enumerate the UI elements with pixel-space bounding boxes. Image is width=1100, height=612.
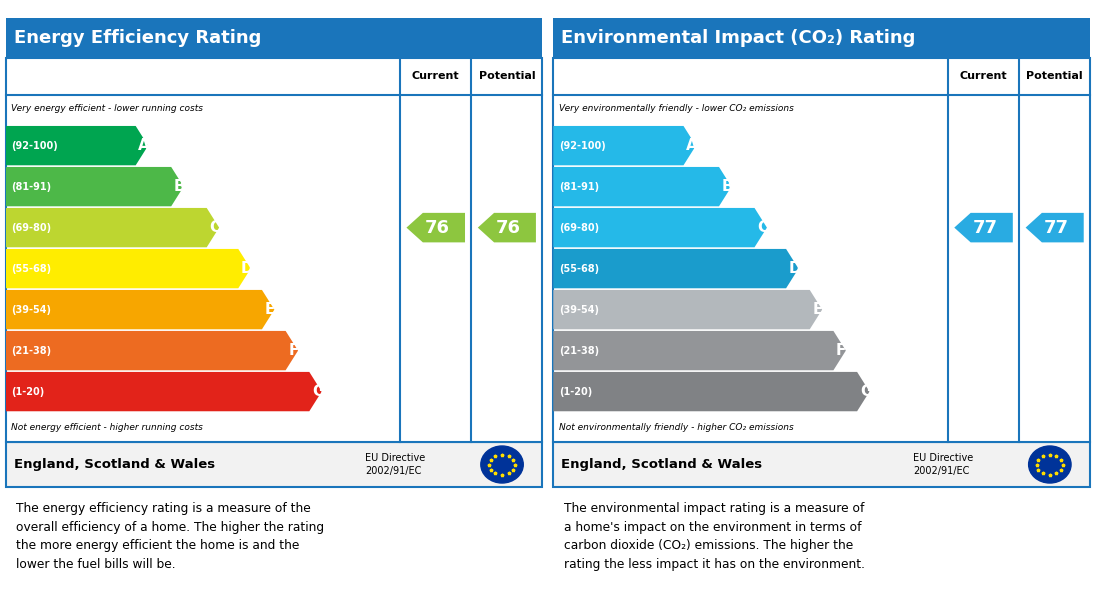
Text: (1-20): (1-20) (11, 387, 44, 397)
Text: 76: 76 (425, 218, 450, 237)
Text: Energy Efficiency Rating: Energy Efficiency Rating (13, 29, 261, 47)
Text: (55-68): (55-68) (559, 264, 598, 274)
Text: England, Scotland & Wales: England, Scotland & Wales (13, 458, 214, 471)
Polygon shape (553, 167, 732, 206)
Text: 76: 76 (496, 218, 521, 237)
Polygon shape (553, 372, 869, 411)
Text: A: A (139, 138, 150, 153)
Text: Very energy efficient - lower running costs: Very energy efficient - lower running co… (11, 104, 202, 113)
Text: EU Directive
2002/91/EC: EU Directive 2002/91/EC (913, 453, 974, 476)
Polygon shape (6, 331, 298, 370)
Text: Potential: Potential (478, 72, 536, 81)
Text: Environmental Impact (CO₂) Rating: Environmental Impact (CO₂) Rating (561, 29, 915, 47)
Text: D: D (241, 261, 254, 276)
Text: 77: 77 (972, 218, 998, 237)
Text: F: F (836, 343, 847, 358)
Text: The energy efficiency rating is a measure of the
overall efficiency of a home. T: The energy efficiency rating is a measur… (16, 502, 324, 571)
Polygon shape (6, 249, 251, 288)
Bar (553, 58, 1090, 442)
Text: C: C (209, 220, 220, 235)
Text: Very environmentally friendly - lower CO₂ emissions: Very environmentally friendly - lower CO… (559, 104, 793, 113)
Text: Not energy efficient - higher running costs: Not energy efficient - higher running co… (11, 423, 202, 432)
Polygon shape (553, 331, 846, 370)
Text: Current: Current (411, 72, 460, 81)
Polygon shape (553, 126, 696, 165)
Text: (1-20): (1-20) (559, 387, 592, 397)
Text: Current: Current (959, 72, 1008, 81)
Bar (553, 442, 1090, 487)
Text: (81-91): (81-91) (11, 182, 51, 192)
Polygon shape (477, 213, 536, 242)
Polygon shape (553, 208, 767, 247)
Text: E: E (813, 302, 823, 317)
Text: Not environmentally friendly - higher CO₂ emissions: Not environmentally friendly - higher CO… (559, 423, 793, 432)
Text: B: B (722, 179, 734, 194)
Text: G: G (312, 384, 324, 399)
Text: B: B (174, 179, 186, 194)
Bar (6, 18, 542, 58)
Text: (92-100): (92-100) (11, 141, 57, 151)
Text: A: A (686, 138, 697, 153)
Text: 77: 77 (1044, 218, 1069, 237)
Text: C: C (757, 220, 768, 235)
Text: (69-80): (69-80) (559, 223, 598, 233)
Circle shape (481, 446, 524, 483)
Text: D: D (789, 261, 802, 276)
Text: (39-54): (39-54) (11, 305, 51, 315)
Text: F: F (288, 343, 299, 358)
Text: England, Scotland & Wales: England, Scotland & Wales (561, 458, 762, 471)
Polygon shape (6, 167, 184, 206)
Text: (55-68): (55-68) (11, 264, 51, 274)
Text: (39-54): (39-54) (559, 305, 598, 315)
Polygon shape (1025, 213, 1084, 242)
Bar (553, 18, 1090, 58)
Polygon shape (955, 213, 1013, 242)
Polygon shape (6, 372, 321, 411)
Bar (6, 58, 542, 442)
Polygon shape (407, 213, 465, 242)
Circle shape (1028, 446, 1071, 483)
Polygon shape (553, 249, 799, 288)
Text: E: E (265, 302, 275, 317)
Text: Potential: Potential (1026, 72, 1084, 81)
Text: (92-100): (92-100) (559, 141, 605, 151)
Text: (21-38): (21-38) (559, 346, 598, 356)
Polygon shape (6, 290, 274, 329)
Text: (69-80): (69-80) (11, 223, 51, 233)
Polygon shape (6, 208, 219, 247)
Polygon shape (553, 290, 822, 329)
Polygon shape (6, 126, 148, 165)
Bar (6, 442, 542, 487)
Text: (81-91): (81-91) (559, 182, 598, 192)
Text: (21-38): (21-38) (11, 346, 51, 356)
Text: The environmental impact rating is a measure of
a home's impact on the environme: The environmental impact rating is a mea… (564, 502, 865, 571)
Text: G: G (860, 384, 872, 399)
Text: EU Directive
2002/91/EC: EU Directive 2002/91/EC (365, 453, 426, 476)
